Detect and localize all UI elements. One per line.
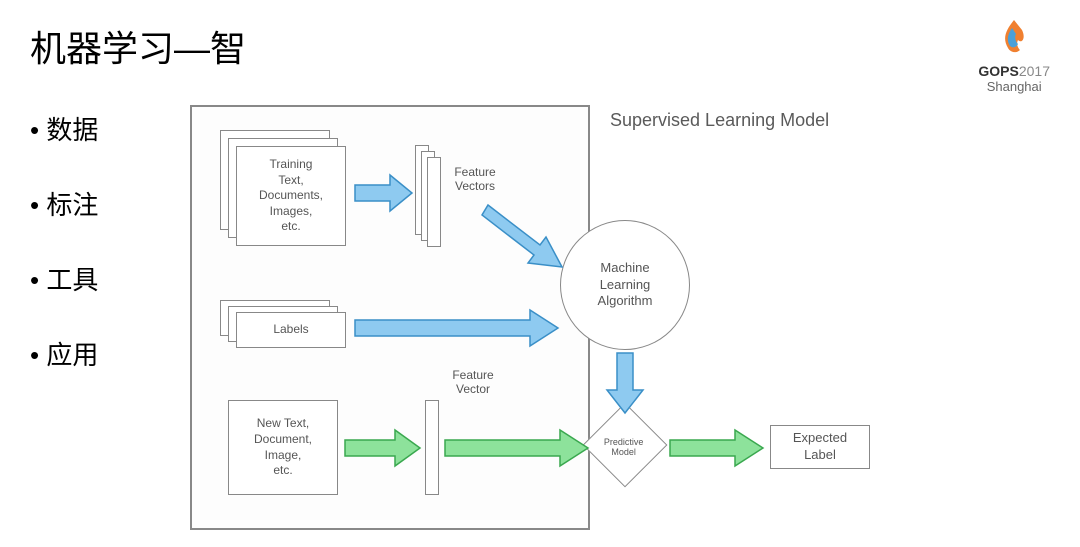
bullet-item: 标注 (30, 185, 98, 222)
flame-icon (996, 18, 1032, 58)
diagram-title: Supervised Learning Model (610, 110, 829, 131)
bullet-item: 应用 (30, 335, 98, 372)
logo-brand: GOPS (978, 63, 1018, 79)
arrow-icon (670, 430, 763, 466)
bullet-item: 工具 (30, 260, 98, 297)
logo-year: 2017 (1019, 63, 1050, 79)
page-title: 机器学习—智 (30, 20, 246, 72)
ml-algorithm-node: Machine Learning Algorithm (560, 220, 690, 350)
bullet-list: 数据 标注 工具 应用 (30, 110, 98, 410)
flow-diagram: Supervised Learning Model Training Text,… (190, 105, 1050, 535)
bullet-item: 数据 (30, 110, 98, 147)
conference-logo: GOPS2017 Shanghai (978, 18, 1050, 94)
expected-label-node: Expected Label (770, 425, 870, 469)
logo-city: Shanghai (978, 79, 1050, 94)
